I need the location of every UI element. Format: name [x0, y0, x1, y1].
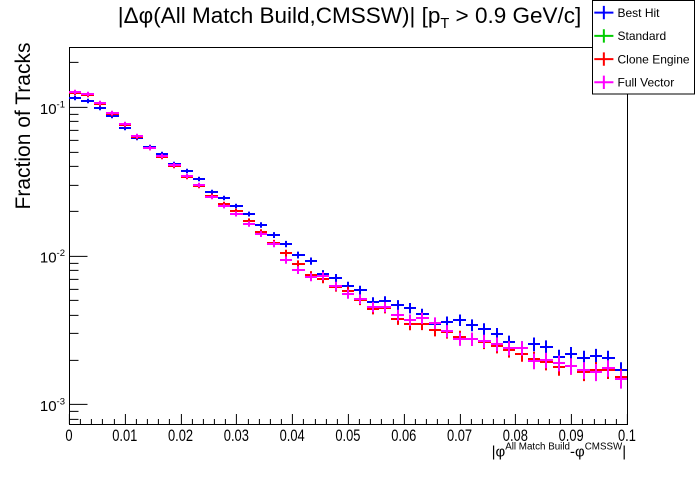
svg-text:Fraction of Tracks: Fraction of Tracks: [12, 43, 35, 210]
svg-text:|Δφ(All Match Build,CMSSW)| [p: |Δφ(All Match Build,CMSSW)| [pT > 0.9 Ge…: [118, 3, 582, 32]
svg-text:Standard: Standard: [618, 29, 667, 43]
svg-text:0.09: 0.09: [559, 427, 584, 445]
svg-text:Clone Engine: Clone Engine: [618, 52, 690, 66]
svg-text:0.04: 0.04: [280, 427, 305, 445]
svg-text:0.07: 0.07: [447, 427, 472, 445]
svg-text:0.06: 0.06: [391, 427, 416, 445]
svg-text:0.02: 0.02: [168, 427, 193, 445]
svg-text:0.1: 0.1: [618, 427, 636, 445]
svg-text:0.03: 0.03: [224, 427, 249, 445]
svg-text:0: 0: [65, 427, 72, 445]
svg-text:Full Vector: Full Vector: [618, 76, 675, 90]
svg-text:0.01: 0.01: [112, 427, 137, 445]
svg-text:Best Hit: Best Hit: [618, 6, 661, 20]
svg-text:0.05: 0.05: [335, 427, 360, 445]
svg-text:0.08: 0.08: [503, 427, 528, 445]
